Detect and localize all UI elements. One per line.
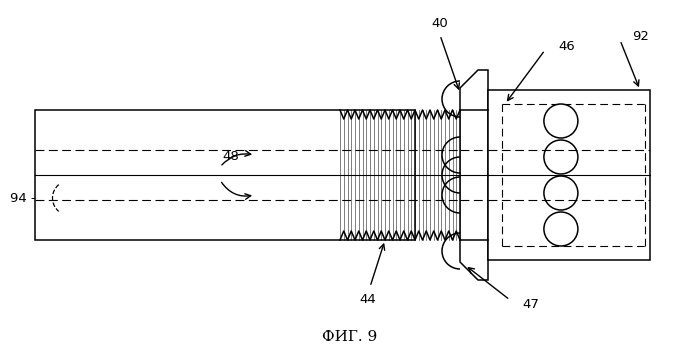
Text: 46: 46 [558, 40, 575, 54]
Text: 48: 48 [222, 150, 239, 163]
Text: 44: 44 [360, 293, 377, 306]
Text: 40: 40 [432, 17, 449, 30]
Text: 92: 92 [632, 31, 649, 44]
Text: 47: 47 [522, 299, 539, 311]
Text: 94 -: 94 - [10, 191, 36, 204]
Polygon shape [488, 90, 650, 260]
Polygon shape [460, 70, 488, 280]
Text: ФИГ. 9: ФИГ. 9 [323, 330, 377, 344]
